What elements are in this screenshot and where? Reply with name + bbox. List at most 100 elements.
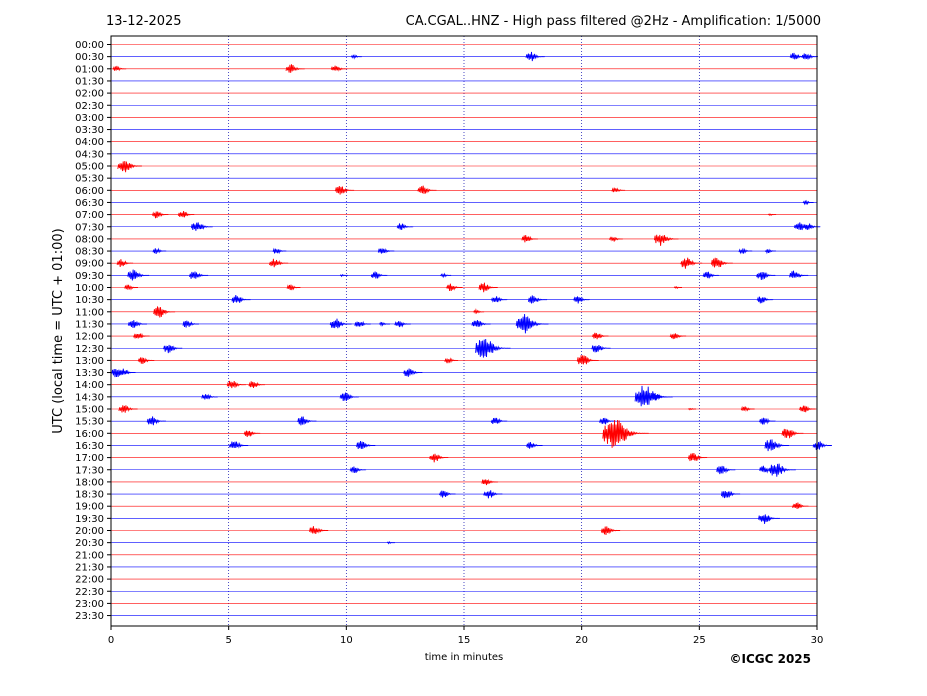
seismic-event <box>527 295 548 304</box>
y-tick-label: 11:00 <box>75 307 104 318</box>
y-tick-label: 00:00 <box>75 40 104 51</box>
seismic-event <box>285 64 305 73</box>
seismic-event <box>688 407 697 411</box>
y-tick-label: 11:30 <box>75 319 104 330</box>
seismic-event <box>740 405 755 412</box>
y-tick-label: 15:00 <box>75 405 104 416</box>
seismic-event <box>738 247 753 255</box>
seismic-event <box>350 54 362 60</box>
seismic-event <box>802 199 814 206</box>
seismic-event <box>137 357 155 365</box>
seismic-event <box>599 417 616 425</box>
seismic-event <box>481 478 498 486</box>
seismic-event <box>602 419 649 448</box>
seismic-event <box>673 286 682 289</box>
y-tick-label: 20:00 <box>75 526 104 537</box>
x-tick-label: 20 <box>575 635 588 646</box>
seismic-event <box>767 213 777 217</box>
seismic-event <box>716 465 736 475</box>
y-axis-label: UTC (local time = UTC + 01:00) <box>51 228 66 433</box>
y-tick-label: 16:30 <box>75 441 104 452</box>
seismic-event <box>190 222 213 231</box>
y-tick-label: 02:30 <box>75 101 104 112</box>
y-tick-label: 01:30 <box>75 76 104 87</box>
seismic-event <box>759 417 776 425</box>
y-tick-label: 07:00 <box>75 210 104 221</box>
seismic-event <box>394 321 411 328</box>
seismic-event <box>439 490 456 498</box>
seismic-event <box>229 441 249 449</box>
seismic-event <box>189 271 209 279</box>
y-tick-label: 06:30 <box>75 198 104 209</box>
y-tick-label: 01:00 <box>75 64 104 75</box>
seismic-event <box>475 338 511 358</box>
seismic-event <box>521 235 538 243</box>
seismic-event <box>758 514 780 524</box>
seismic-event <box>127 320 148 328</box>
y-tick-label: 18:30 <box>75 490 104 501</box>
seismic-event <box>515 313 549 334</box>
seismic-event <box>119 368 136 376</box>
seismic-event <box>478 282 498 293</box>
seismic-event <box>329 318 352 329</box>
x-tick-label: 30 <box>811 635 824 646</box>
seismic-event <box>653 234 679 246</box>
seismic-event <box>812 441 832 450</box>
seismic-event <box>781 428 804 439</box>
y-tick-label: 17:00 <box>75 453 104 464</box>
y-tick-label: 12:30 <box>75 344 104 355</box>
seismic-event <box>349 466 367 473</box>
seismic-event <box>330 65 348 72</box>
y-tick-label: 09:30 <box>75 271 104 282</box>
y-tick-label: 19:00 <box>75 502 104 513</box>
seismic-event <box>286 284 301 291</box>
seismic-event <box>710 257 733 268</box>
y-tick-label: 09:00 <box>75 259 104 270</box>
seismic-event <box>592 332 609 340</box>
chart-title: CA.CGAL..HNZ - High pass filtered @2Hz -… <box>406 14 821 29</box>
y-tick-label: 22:30 <box>75 587 104 598</box>
seismic-event <box>803 223 821 230</box>
seismic-event <box>801 53 818 60</box>
seismic-event <box>269 258 289 268</box>
seismic-event <box>702 271 720 279</box>
seismic-event <box>201 393 218 400</box>
y-tick-label: 20:30 <box>75 538 104 549</box>
y-tick-label: 19:30 <box>75 514 104 525</box>
y-tick-label: 23:30 <box>75 611 104 622</box>
seismic-event <box>231 295 251 303</box>
seismic-event <box>379 321 391 327</box>
y-tick-label: 08:00 <box>75 234 104 245</box>
y-tick-label: 16:00 <box>75 429 104 440</box>
seismic-event <box>609 236 623 242</box>
seismic-event <box>182 320 200 328</box>
seismic-event <box>177 211 195 218</box>
y-tick-label: 05:00 <box>75 162 104 173</box>
seismic-event <box>339 392 359 401</box>
seismic-event <box>151 211 169 219</box>
seismic-event <box>417 185 437 194</box>
seismic-event <box>248 381 265 389</box>
seismic-event <box>112 65 127 72</box>
seismic-event <box>525 51 545 62</box>
y-tick-label: 04:00 <box>75 137 104 148</box>
y-tick-label: 00:30 <box>75 52 104 63</box>
seismic-event <box>444 357 459 364</box>
seismic-event <box>792 502 809 510</box>
seismic-event <box>526 442 543 449</box>
y-tick-label: 03:00 <box>75 113 104 124</box>
chart-date: 13-12-2025 <box>106 14 182 29</box>
y-tick-label: 13:30 <box>75 368 104 379</box>
y-tick-label: 02:00 <box>75 89 104 100</box>
seismic-event <box>720 490 741 499</box>
seismic-event <box>687 452 708 462</box>
y-tick-label: 07:30 <box>75 222 104 233</box>
seismic-event <box>600 526 621 535</box>
y-tick-label: 12:00 <box>75 332 104 343</box>
seismic-event <box>756 271 776 280</box>
x-tick-label: 15 <box>458 635 471 646</box>
seismic-event <box>591 345 611 353</box>
seismic-event <box>440 272 452 279</box>
